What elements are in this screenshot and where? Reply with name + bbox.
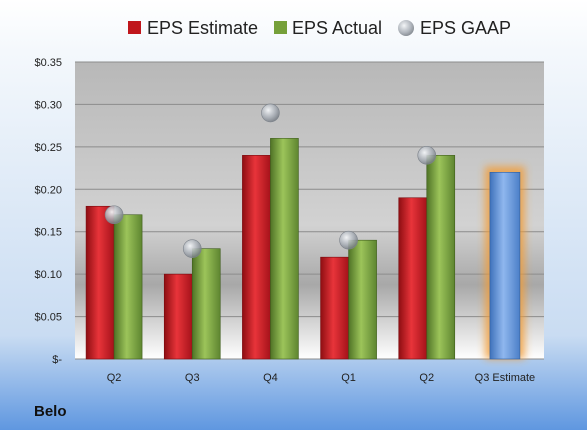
bar-eps-actual (191, 248, 221, 360)
bars (85, 138, 525, 360)
legend-swatch-eps-estimate (128, 21, 141, 34)
bar-eps-actual (426, 155, 456, 360)
legend-swatch-eps-gaap (398, 20, 414, 36)
y-tick-label: $0.05 (34, 312, 62, 324)
y-tick-label: $0.25 (34, 142, 62, 154)
y-tick-label: $0.30 (34, 99, 62, 111)
company-label: Belo (34, 403, 67, 420)
bar-eps-actual (348, 239, 377, 360)
bar-eps-estimate (163, 273, 193, 360)
x-axis-ticks: Q2 Q3 Q4 Q1 Q2 Q3 Estimate (107, 372, 535, 384)
bar-q3-estimate (489, 172, 521, 360)
gridlines (75, 61, 544, 360)
y-tick-label: $- (52, 354, 62, 366)
legend-label-eps-actual: EPS Actual (292, 18, 382, 38)
bar-eps-actual (113, 214, 143, 360)
marker-eps-gaap (182, 239, 202, 258)
y-tick-label: $0.15 (34, 227, 62, 239)
bar-eps-estimate (320, 256, 349, 360)
y-axis-ticks: $- $0.05 $0.10 $0.15 $0.20 $0.25 $0.30 $0.35 (34, 57, 62, 366)
x-tick-label: Q3 (185, 372, 200, 384)
gaap-markers (104, 103, 437, 258)
marker-eps-gaap (339, 230, 358, 250)
marker-eps-gaap (104, 205, 124, 225)
x-tick-label: Q1 (341, 372, 356, 384)
bar-eps-estimate (242, 155, 271, 360)
legend-label-eps-gaap: EPS GAAP (420, 18, 511, 38)
legend: EPS Estimate EPS Actual EPS GAAP (128, 18, 511, 38)
x-tick-label: Q4 (263, 372, 278, 384)
x-tick-label: Q2 (419, 372, 434, 384)
plot-area (75, 62, 544, 359)
x-tick-label: Q3 Estimate (475, 372, 536, 384)
bar-eps-estimate (85, 205, 115, 360)
y-tick-label: $0.10 (34, 269, 62, 281)
marker-eps-gaap (261, 103, 280, 123)
y-tick-label: $0.20 (34, 184, 62, 196)
bar-eps-estimate (398, 197, 428, 360)
legend-label-eps-estimate: EPS Estimate (147, 18, 258, 38)
legend-swatch-eps-actual (274, 21, 287, 34)
bar-eps-actual (270, 138, 299, 360)
y-tick-label: $0.35 (34, 57, 62, 69)
x-tick-label: Q2 (107, 372, 122, 384)
marker-eps-gaap (417, 146, 437, 165)
